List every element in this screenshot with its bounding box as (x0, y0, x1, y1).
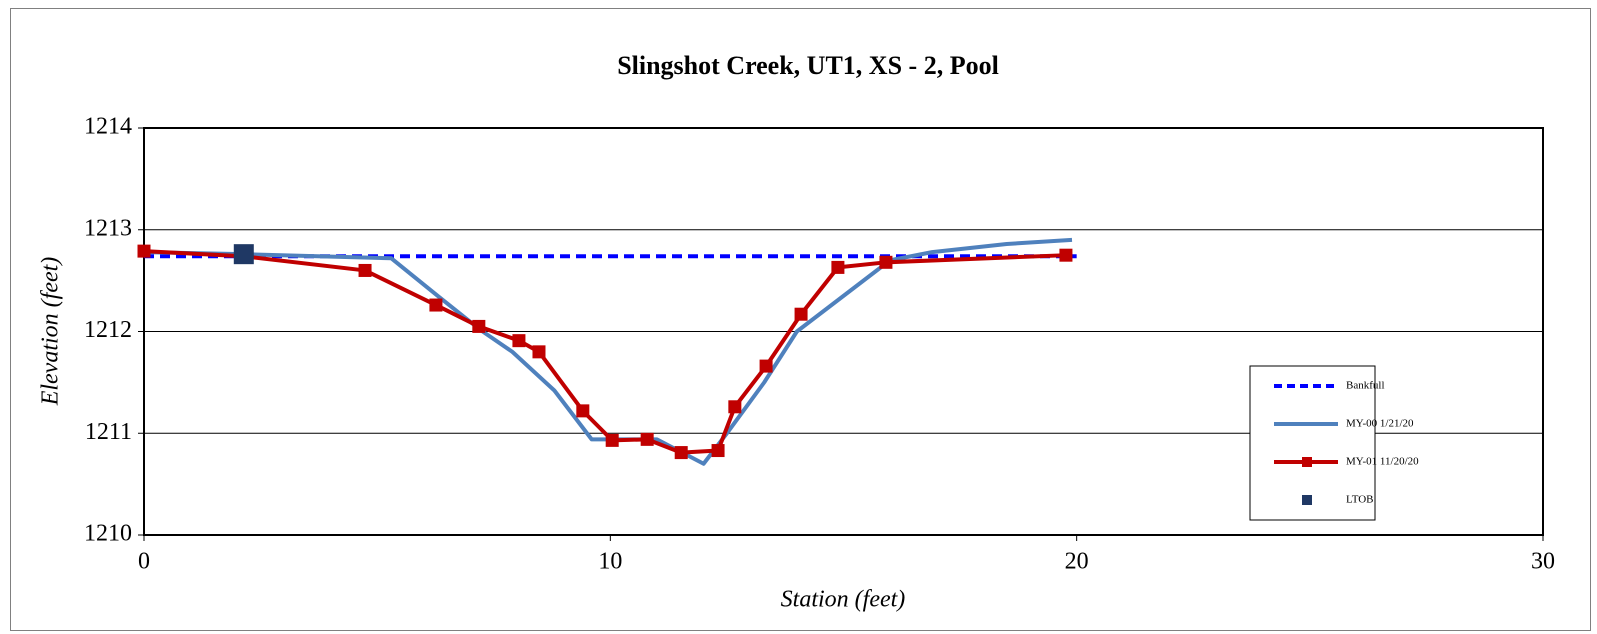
series-line (143, 249, 1067, 455)
y-tick-label: 1213 (84, 215, 132, 241)
data-point (576, 404, 590, 418)
data-point (1059, 248, 1073, 262)
legend-box (1249, 365, 1376, 521)
legend-marker (1302, 495, 1312, 505)
plot-area (143, 127, 1544, 536)
y-tick-label: 1211 (85, 419, 132, 445)
data-point (233, 244, 254, 265)
x-axis-label: Station (feet) (781, 587, 906, 613)
data-point (358, 263, 372, 277)
data-point (674, 446, 688, 460)
y-tick-label: 1214 (84, 114, 132, 140)
y-tick-label: 1210 (84, 521, 132, 547)
y-axis-label: Elevation (feet) (38, 257, 64, 407)
data-point (831, 260, 845, 274)
legend-marker (1302, 457, 1312, 467)
data-point (640, 432, 654, 446)
legend-label: MY-01 11/20/20 (1346, 456, 1419, 468)
data-point (605, 433, 619, 447)
data-point (794, 307, 808, 321)
data-point (429, 298, 443, 312)
x-tick-label: 0 (138, 549, 150, 575)
data-point (472, 319, 486, 333)
chart-title: Slingshot Creek, UT1, XS - 2, Pool (617, 51, 999, 80)
data-point (879, 255, 893, 269)
legend-label: MY-00 1/21/20 (1346, 418, 1414, 430)
data-point (137, 244, 151, 258)
data-point (711, 444, 725, 458)
x-tick-label: 10 (598, 549, 622, 575)
x-tick-label: 30 (1531, 549, 1555, 575)
y-tick-label: 1212 (84, 317, 132, 343)
legend-label: Bankfull (1346, 380, 1385, 392)
data-point (512, 334, 526, 348)
data-point (532, 345, 546, 359)
x-tick-label: 20 (1065, 549, 1089, 575)
legend-label: LTOB (1346, 494, 1374, 506)
data-point (759, 359, 773, 373)
data-point (728, 400, 742, 414)
